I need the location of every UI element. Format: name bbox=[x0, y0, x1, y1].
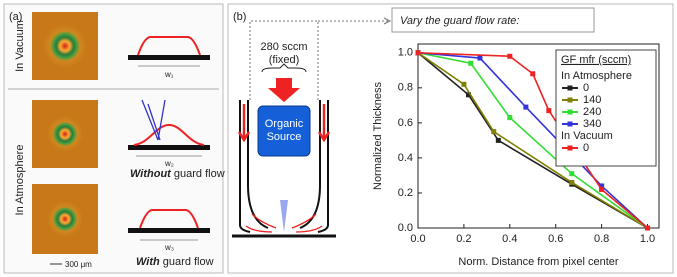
legend-group: In Vacuum bbox=[561, 130, 613, 142]
source-label: Source bbox=[267, 131, 302, 143]
profile bbox=[133, 123, 205, 146]
plot-frame bbox=[417, 43, 660, 229]
red-flow bbox=[245, 213, 323, 233]
y-tick-label: 0.6 bbox=[398, 117, 413, 129]
legend-label: 0 bbox=[583, 82, 589, 94]
flow-fixed: (fixed) bbox=[269, 54, 300, 66]
brace bbox=[261, 63, 307, 73]
data-point bbox=[415, 50, 421, 56]
plume bbox=[280, 200, 288, 232]
data-point bbox=[507, 115, 513, 121]
panel-label: (b) bbox=[233, 11, 246, 23]
data-point bbox=[491, 129, 497, 135]
source-box bbox=[257, 105, 311, 157]
caption: With guard flow bbox=[136, 256, 214, 268]
legend-marker bbox=[567, 97, 573, 103]
caption: Without guard flow bbox=[130, 168, 225, 180]
data-point bbox=[599, 183, 605, 189]
data-point bbox=[468, 60, 474, 66]
dotted-guide bbox=[249, 20, 388, 100]
data-point bbox=[477, 55, 483, 61]
series-line bbox=[417, 51, 649, 229]
substrate bbox=[128, 228, 210, 233]
width-label: w₁ bbox=[164, 70, 174, 79]
source-label: Organic bbox=[265, 118, 304, 130]
x-tick-label: 0.0 bbox=[410, 233, 425, 245]
width-label: w₃ bbox=[164, 243, 174, 252]
profile bbox=[139, 209, 199, 229]
data-point bbox=[530, 71, 536, 77]
caption-emph: Without bbox=[130, 168, 172, 180]
legend-title: GF mfr (sccm) bbox=[561, 54, 631, 66]
data-point bbox=[569, 171, 575, 177]
y-tick-label: 0.8 bbox=[398, 82, 413, 94]
data-point bbox=[495, 137, 501, 143]
legend-label: 240 bbox=[583, 106, 601, 118]
x-tick-label: 0.6 bbox=[548, 233, 563, 245]
y-tick-label: 1.0 bbox=[398, 47, 413, 59]
data-point bbox=[599, 186, 605, 192]
atmosphere-label: In Atmosphere bbox=[14, 145, 26, 216]
data-point bbox=[645, 225, 651, 231]
substrate bbox=[128, 55, 210, 60]
x-tick-label: 0.8 bbox=[594, 233, 609, 245]
legend-box bbox=[555, 49, 657, 167]
vacuum-label: In Vacuum bbox=[14, 20, 26, 72]
flow-arrows bbox=[141, 99, 166, 141]
deposit bbox=[47, 116, 83, 152]
y-tick-label: 0.0 bbox=[398, 222, 413, 234]
data-point bbox=[461, 81, 467, 87]
nozzle bbox=[239, 100, 329, 233]
legend-marker bbox=[567, 85, 573, 91]
x-tick-label: 1.0 bbox=[640, 233, 655, 245]
data-point bbox=[465, 92, 471, 98]
guard-arrows bbox=[237, 104, 331, 143]
caption-rest: guard flow bbox=[163, 256, 214, 268]
deposit bbox=[43, 24, 87, 68]
y-tick-label: 0.2 bbox=[398, 187, 413, 199]
heading-box bbox=[391, 7, 595, 33]
legend-label: 140 bbox=[583, 94, 601, 106]
legend-label: 340 bbox=[583, 118, 601, 130]
flow-rate: 280 sccm bbox=[260, 41, 307, 53]
caption-emph: With bbox=[136, 256, 160, 268]
deposit bbox=[47, 201, 83, 237]
big-arrow bbox=[268, 78, 300, 102]
substrate bbox=[128, 145, 210, 150]
profile bbox=[137, 36, 201, 56]
panel-label: (a) bbox=[9, 11, 22, 23]
width-label: w₂ bbox=[164, 159, 174, 168]
data-point bbox=[546, 108, 552, 114]
y-tick-label: 0.4 bbox=[398, 152, 413, 164]
y-axis-label: Normalized Thickness bbox=[372, 82, 384, 191]
legend-group: In Atmosphere bbox=[561, 70, 632, 82]
data-point bbox=[523, 104, 529, 110]
data-point bbox=[507, 53, 513, 59]
legend-marker bbox=[567, 145, 573, 151]
chart: 0.0 0.2 0.4 0.6 0.8 1.0 0.0 0.2 0.4 0.6 0.8 1.0 Norm… bbox=[372, 43, 660, 268]
legend-marker bbox=[567, 109, 573, 115]
arrow-head bbox=[383, 17, 392, 25]
x-axis-label: Norm. Distance from pixel center bbox=[458, 256, 618, 268]
legend-label: 0 bbox=[583, 142, 589, 154]
caption-rest: guard flow bbox=[174, 168, 225, 180]
data-point bbox=[569, 179, 575, 185]
heading: Vary the guard flow rate: bbox=[400, 15, 519, 27]
legend-marker bbox=[567, 121, 573, 127]
x-tick-label: 0.2 bbox=[456, 233, 471, 245]
x-tick-label: 0.4 bbox=[502, 233, 517, 245]
scale-label: 300 μm bbox=[65, 260, 92, 269]
